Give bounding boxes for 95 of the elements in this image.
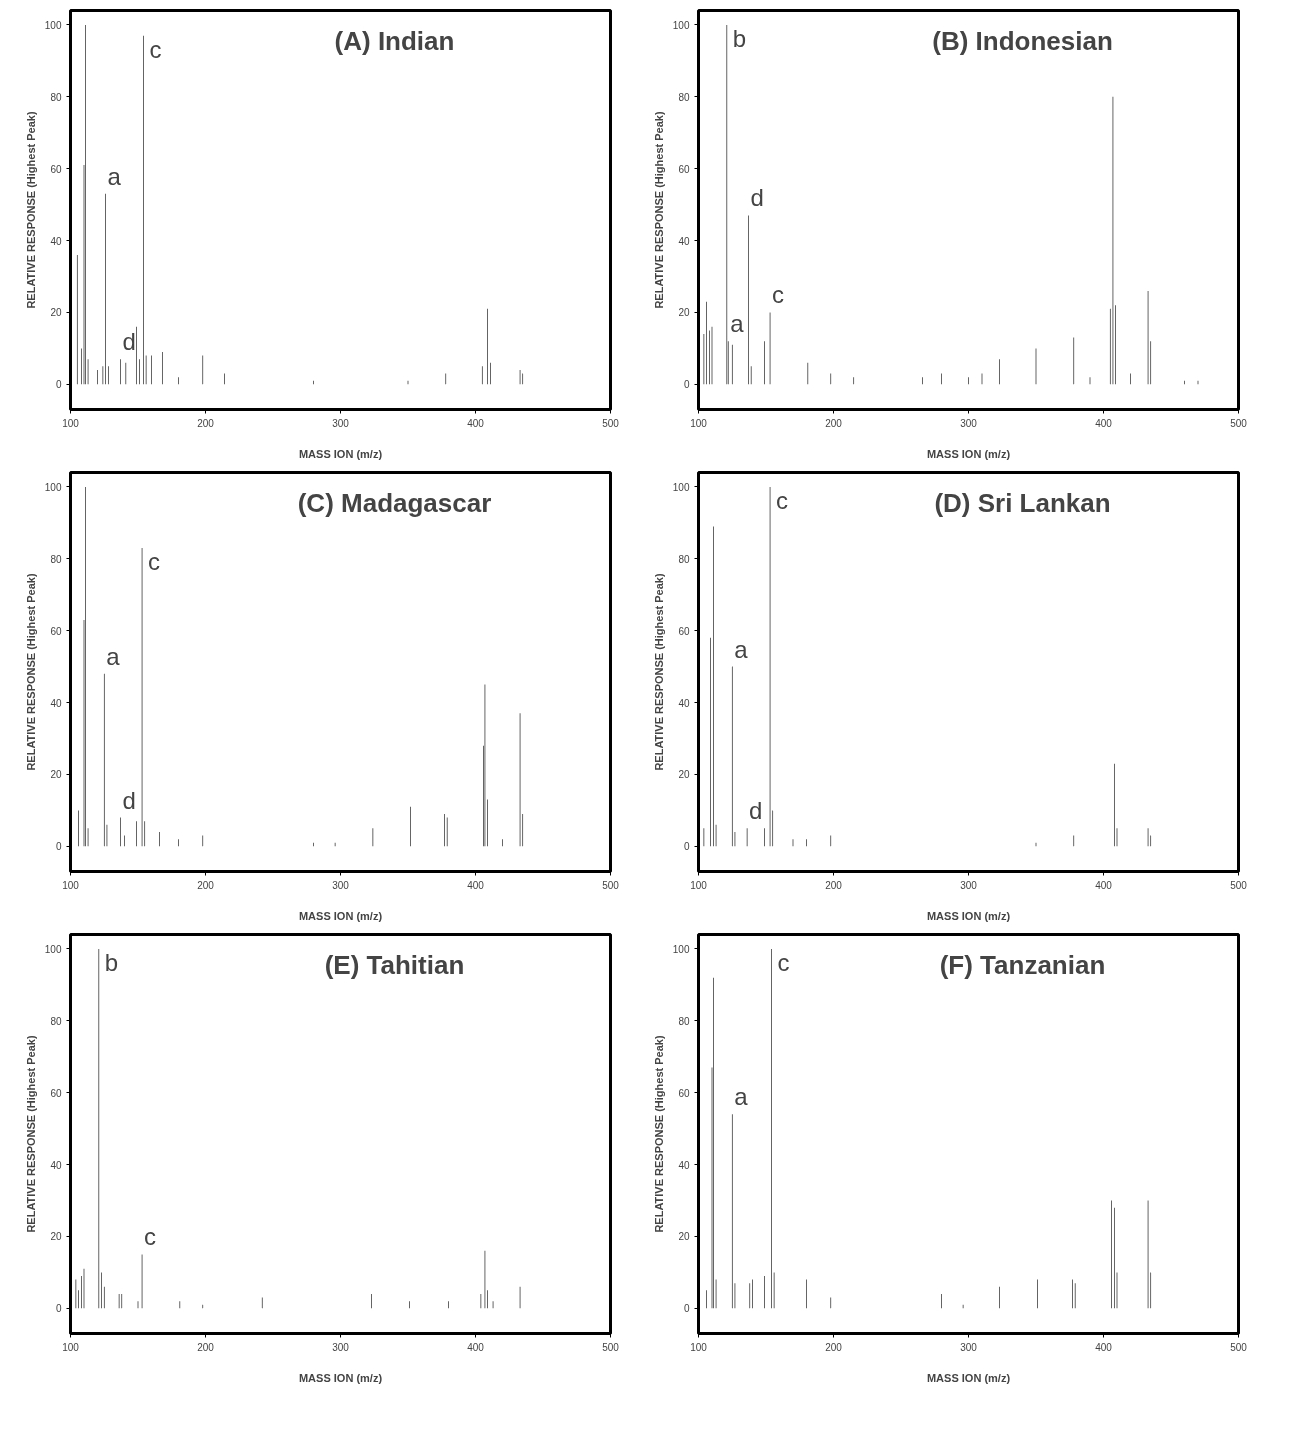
y-tick-label: 20 [50, 769, 62, 781]
y-axis-title: RELATIVE RESPONSE (Highest Peak) [652, 1035, 665, 1233]
y-tick-label: 100 [672, 943, 690, 955]
y-axis-title: RELATIVE RESPONSE (Highest Peak) [652, 573, 665, 771]
x-tick-label: 500 [1230, 879, 1248, 891]
y-tick-label: 0 [683, 841, 690, 853]
y-tick-label: 80 [678, 553, 690, 565]
x-tick-label: 200 [197, 1341, 215, 1353]
y-tick-label: 40 [678, 1159, 690, 1171]
y-tick-label: 60 [678, 1087, 690, 1099]
x-axis-title: MASS ION (m/z) [298, 909, 383, 922]
y-tick-label: 100 [672, 19, 690, 31]
y-tick-label: 40 [50, 235, 62, 247]
annotation: c [777, 948, 790, 976]
x-tick-label: 500 [1230, 1341, 1248, 1353]
x-tick-label: 300 [332, 879, 350, 891]
y-tick-label: 60 [678, 163, 690, 175]
x-axis-title: MASS ION (m/z) [926, 447, 1011, 460]
y-tick-label: 0 [55, 841, 62, 853]
x-tick-label: 300 [960, 1341, 978, 1353]
x-tick-label: 200 [825, 417, 843, 429]
y-tick-label: 80 [50, 1015, 62, 1027]
y-tick-label: 80 [50, 553, 62, 565]
y-tick-label: 0 [683, 1303, 690, 1315]
x-tick-label: 400 [467, 1341, 485, 1353]
annotation: a [734, 635, 749, 663]
annotation: c [148, 547, 161, 575]
x-tick-label: 200 [825, 879, 843, 891]
x-tick-label: 200 [197, 417, 215, 429]
x-tick-label: 500 [602, 417, 620, 429]
x-tick-label: 500 [1230, 417, 1248, 429]
annotation: a [107, 162, 122, 190]
x-tick-label: 400 [467, 879, 485, 891]
y-tick-label: 40 [50, 697, 62, 709]
text: (C) Madagascar [297, 487, 492, 518]
y-axis-title: RELATIVE RESPONSE (Highest Peak) [24, 573, 37, 771]
y-tick-label: 60 [50, 625, 62, 637]
annotation: b [732, 24, 747, 52]
x-tick-label: 400 [1095, 417, 1113, 429]
annotation: d [122, 786, 136, 814]
y-tick-label: 0 [55, 379, 62, 391]
y-tick-label: 60 [50, 1087, 62, 1099]
annotation: d [749, 797, 763, 825]
annotation: c [776, 486, 789, 514]
annotation: c [772, 281, 785, 309]
y-axis-title: RELATIVE RESPONSE (Highest Peak) [652, 111, 665, 309]
x-axis-title: MASS ION (m/z) [298, 1371, 383, 1384]
annotation: a [730, 310, 745, 338]
x-axis-title: MASS ION (m/z) [926, 1371, 1011, 1384]
y-tick-label: 100 [44, 943, 62, 955]
annotation: c [149, 35, 162, 63]
annotation: a [734, 1083, 749, 1111]
x-tick-label: 200 [825, 1341, 843, 1353]
y-tick-label: 20 [50, 1231, 62, 1243]
y-tick-label: 60 [50, 163, 62, 175]
y-tick-label: 0 [683, 379, 690, 391]
y-tick-label: 40 [678, 697, 690, 709]
x-axis-title: MASS ION (m/z) [298, 447, 383, 460]
y-tick-label: 80 [678, 91, 690, 103]
y-tick-label: 80 [678, 1015, 690, 1027]
y-tick-label: 80 [50, 91, 62, 103]
annotation: d [750, 184, 764, 212]
x-tick-label: 500 [602, 1341, 620, 1353]
y-tick-label: 100 [672, 481, 690, 493]
text: (E) Tahitian [324, 949, 465, 980]
y-tick-label: 40 [678, 235, 690, 247]
y-axis-title: RELATIVE RESPONSE (Highest Peak) [24, 111, 37, 309]
x-tick-label: 500 [602, 879, 620, 891]
x-tick-label: 300 [960, 879, 978, 891]
annotation: c [144, 1223, 157, 1251]
annotation: a [106, 642, 121, 670]
text: (F) Tanzanian [939, 949, 1106, 980]
x-tick-label: 400 [467, 417, 485, 429]
y-tick-label: 20 [50, 307, 62, 319]
text: (A) Indian [334, 25, 455, 56]
x-tick-label: 300 [332, 1341, 350, 1353]
text: (B) Indonesian [932, 25, 1113, 56]
y-axis-title: RELATIVE RESPONSE (Highest Peak) [24, 1035, 37, 1233]
x-tick-label: 400 [1095, 879, 1113, 891]
x-tick-label: 400 [1095, 1341, 1113, 1353]
annotation: b [104, 948, 119, 976]
y-tick-label: 40 [50, 1159, 62, 1171]
y-tick-label: 20 [678, 769, 690, 781]
y-tick-label: 100 [44, 481, 62, 493]
y-tick-label: 100 [44, 19, 62, 31]
y-tick-label: 20 [678, 307, 690, 319]
y-tick-label: 20 [678, 1231, 690, 1243]
y-tick-label: 0 [55, 1303, 62, 1315]
x-tick-label: 300 [332, 417, 350, 429]
y-tick-label: 60 [678, 625, 690, 637]
text: (D) Sri Lankan [934, 487, 1111, 518]
x-axis-title: MASS ION (m/z) [926, 909, 1011, 922]
annotation: d [122, 328, 136, 356]
x-tick-label: 300 [960, 417, 978, 429]
x-tick-label: 200 [197, 879, 215, 891]
